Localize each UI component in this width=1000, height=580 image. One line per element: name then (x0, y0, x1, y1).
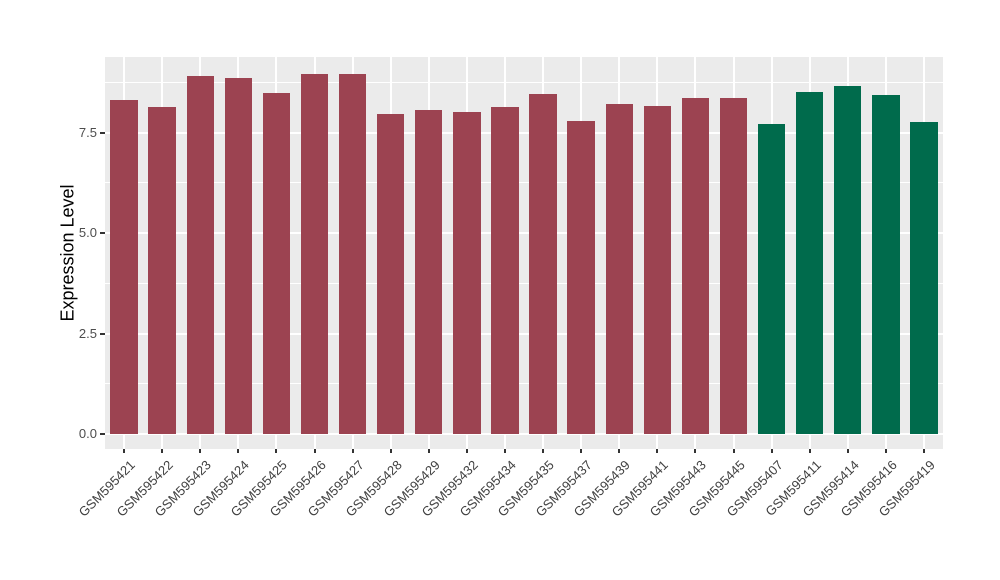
bar-GSM595421 (110, 100, 138, 435)
y-tick-mark (100, 232, 105, 235)
minor-gridline-h (105, 282, 943, 284)
bar-GSM595434 (491, 106, 519, 435)
x-tick-mark (656, 449, 659, 453)
x-tick-mark (808, 449, 811, 453)
x-tick-mark (199, 449, 202, 453)
x-tick-mark (427, 449, 430, 453)
x-tick-mark (351, 449, 354, 453)
bar-GSM595423 (186, 76, 214, 435)
bar-GSM595424 (224, 78, 253, 435)
minor-gridline-h (105, 182, 943, 184)
x-tick-mark (389, 449, 392, 453)
minor-gridline-h (105, 81, 943, 83)
bar-GSM595414 (834, 85, 862, 435)
bar-GSM595428 (376, 114, 405, 435)
bar-GSM595419 (910, 122, 938, 435)
bar-GSM595445 (719, 98, 748, 435)
y-tick-label-7.5: 7.5 (78, 124, 97, 140)
bar-GSM595429 (415, 109, 443, 435)
x-tick-mark (161, 449, 164, 453)
major-gridline-h (105, 232, 943, 235)
x-tick-mark (275, 449, 278, 453)
x-tick-mark (123, 449, 126, 453)
x-tick-mark (237, 449, 240, 453)
y-tick-mark (100, 332, 105, 335)
bar-GSM595437 (567, 120, 595, 435)
bar-GSM595425 (262, 93, 291, 435)
bar-GSM595422 (148, 107, 176, 435)
x-tick-mark (580, 449, 583, 453)
x-tick-mark (465, 449, 468, 453)
x-tick-mark (884, 449, 887, 453)
bar-GSM595416 (872, 95, 900, 435)
bar-GSM595439 (605, 104, 633, 435)
y-tick-label-0.0: 0.0 (78, 426, 97, 442)
x-tick-mark (846, 449, 849, 453)
major-gridline-h (105, 131, 943, 134)
y-tick-label-2.5: 2.5 (78, 325, 97, 341)
x-tick-mark (694, 449, 697, 453)
major-gridline-h (105, 332, 943, 335)
y-tick-label-5.0: 5.0 (78, 225, 97, 241)
bar-GSM595443 (681, 98, 710, 435)
bar-GSM595426 (300, 74, 329, 435)
x-tick-mark (313, 449, 316, 453)
bar-GSM595427 (338, 74, 367, 435)
bar-GSM595407 (757, 123, 786, 435)
x-tick-mark (732, 449, 735, 453)
x-tick-mark (770, 449, 773, 453)
bar-GSM595435 (529, 94, 557, 435)
x-tick-mark (542, 449, 545, 453)
major-gridline-h (105, 433, 943, 436)
y-tick-mark (100, 433, 105, 436)
x-tick-mark (618, 449, 621, 453)
bar-GSM595411 (795, 92, 824, 435)
x-tick-mark (922, 449, 925, 453)
bar-GSM595441 (643, 106, 672, 435)
y-tick-mark (100, 131, 105, 134)
bar-GSM595432 (453, 112, 481, 435)
minor-gridline-h (105, 383, 943, 385)
y-axis-title: Expression Level (57, 184, 78, 322)
x-tick-mark (503, 449, 506, 453)
